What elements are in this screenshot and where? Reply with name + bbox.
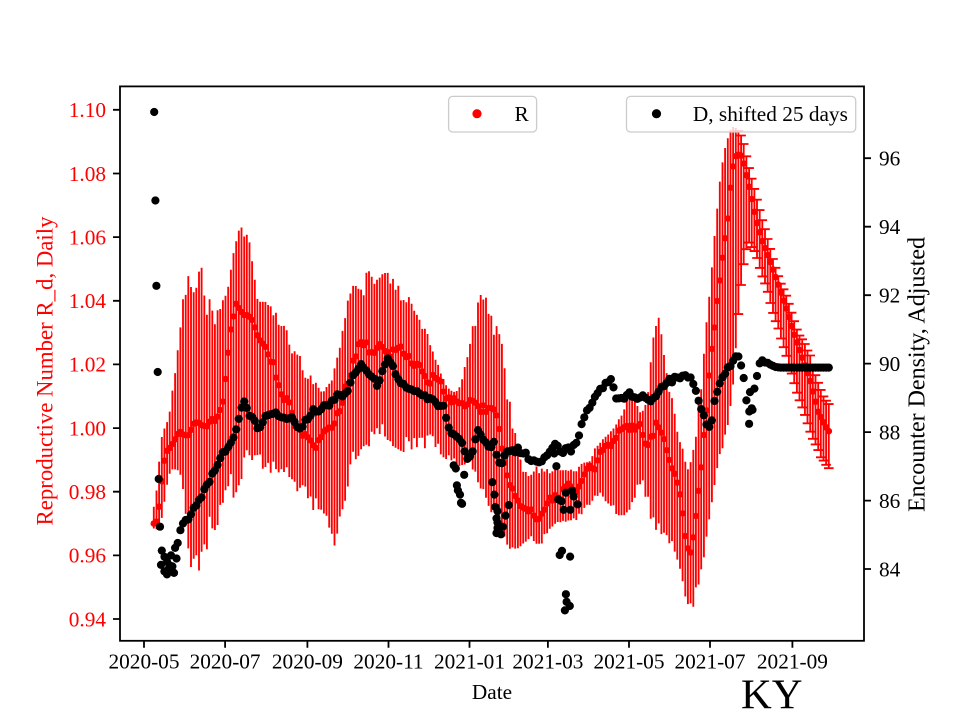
svg-text:2021-03: 2021-03 — [512, 650, 583, 674]
svg-text:2020-11: 2020-11 — [353, 650, 423, 674]
svg-text:Reproductive Number R_d, Daily: Reproductive Number R_d, Daily — [33, 216, 58, 526]
svg-text:92: 92 — [879, 284, 900, 308]
svg-text:86: 86 — [879, 489, 901, 513]
svg-text:1.10: 1.10 — [69, 98, 106, 122]
svg-text:D, shifted 25 days: D, shifted 25 days — [693, 102, 848, 126]
svg-text:84: 84 — [879, 557, 901, 581]
svg-text:96: 96 — [879, 147, 901, 171]
svg-text:KY: KY — [741, 671, 803, 718]
svg-text:2020-09: 2020-09 — [272, 650, 343, 674]
svg-text:Encounter Density, Adjusted: Encounter Density, Adjusted — [904, 237, 930, 512]
svg-text:90: 90 — [879, 352, 900, 376]
svg-text:2021-07: 2021-07 — [675, 650, 746, 674]
svg-text:1.06: 1.06 — [69, 225, 107, 249]
svg-text:0.94: 0.94 — [69, 607, 107, 631]
svg-text:1.04: 1.04 — [69, 289, 107, 313]
svg-text:88: 88 — [879, 420, 900, 444]
svg-text:2020-05: 2020-05 — [109, 650, 180, 674]
svg-text:2021-09: 2021-09 — [757, 650, 828, 674]
svg-text:2021-05: 2021-05 — [594, 650, 665, 674]
svg-text:1.00: 1.00 — [69, 416, 106, 440]
svg-text:94: 94 — [879, 215, 901, 239]
svg-text:0.96: 0.96 — [69, 544, 107, 568]
svg-text:0.98: 0.98 — [69, 480, 106, 504]
svg-text:2021-01: 2021-01 — [434, 650, 505, 674]
svg-text:1.08: 1.08 — [69, 162, 106, 186]
svg-text:1.02: 1.02 — [69, 353, 106, 377]
svg-text:R: R — [515, 102, 530, 126]
svg-text:Date: Date — [472, 680, 512, 704]
svg-text:2020-07: 2020-07 — [190, 650, 261, 674]
